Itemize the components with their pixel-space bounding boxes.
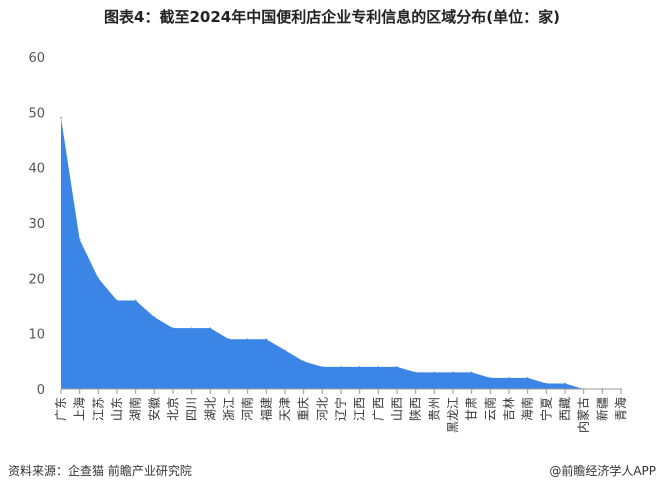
x-tick-label: 湖南 [128,397,143,421]
x-tick-label: 山东 [110,397,124,421]
y-tick-label: 10 [28,328,45,343]
data-point-西藏 [564,382,566,385]
data-point-河北 [321,366,324,368]
data-point-广西 [377,366,380,368]
data-point-甘肃 [470,371,473,374]
data-point-宁夏 [545,382,548,385]
x-tick-label: 浙江 [222,397,236,421]
x-tick-label: 云南 [482,397,497,421]
x-tick-label: 内蒙古 [576,397,591,433]
y-tick-label: 50 [28,106,45,121]
area-fill [61,117,621,390]
x-tick-label: 河南 [240,397,255,421]
x-tick-label: 甘肃 [465,397,479,421]
data-source-note: 资料来源：企查猫 前瞻产业研究院 [8,464,192,478]
data-point-黑龙江 [452,371,454,374]
data-point-江西 [358,366,361,368]
x-tick-label: 河北 [315,397,329,421]
x-tick-label: 海南 [520,397,535,421]
data-point-海南 [526,377,529,379]
y-axis: 0 10 20 30 40 50 60 [28,51,45,398]
data-point-天津 [284,349,286,352]
x-tick-label: 吉林 [502,397,516,421]
x-tick-label: 广西 [371,397,385,421]
y-tick-label: 30 [28,217,45,232]
x-tick-label: 山西 [390,397,404,421]
x-tick-label: 西藏 [558,397,572,421]
x-tick-label: 黑龙江 [446,397,460,433]
x-tick-label: 江西 [353,397,367,421]
data-point-江苏 [97,277,100,280]
data-point-浙江 [228,338,230,341]
x-tick-label: 重庆 [297,397,311,421]
x-axis: 广东 上海 江苏 山东 湖南 安徽 北京 四川 湖北 浙江 河南 福建 天津 重庆 河北 辽宁 江西 广西 山西 陕西… [54,388,628,433]
x-tick-label: 陕西 [408,397,423,421]
x-tick-label: 四川 [185,397,199,421]
y-tick-label: 40 [28,162,45,177]
area-chart: 0 10 20 30 40 50 60 广东 上海 江苏 山东 湖南 安徽 北京 四川 湖北 浙江 河南 福建 天津… [28,51,628,433]
data-point-福建 [265,338,268,341]
x-tick-label: 天津 [278,397,292,421]
data-point-四川 [190,327,193,329]
data-point-吉林 [508,377,510,379]
x-tick-label: 新疆 [594,397,609,421]
data-point-上海 [78,238,81,241]
x-tick-label: 宁夏 [538,397,553,421]
x-tick-label: 北京 [166,397,180,421]
data-point-陕西 [414,371,417,374]
data-point-湖南 [134,299,137,302]
x-tick-label: 安徽 [146,397,161,421]
y-tick-label: 60 [28,51,45,66]
data-point-安徽 [153,316,156,318]
x-tick-label: 上海 [72,397,87,421]
data-point-云南 [489,377,492,379]
area-series [60,117,622,390]
data-point-山东 [116,299,118,302]
x-tick-label: 青海 [613,397,628,421]
data-point-重庆 [302,360,305,363]
x-tick-label: 湖北 [202,397,217,421]
data-point-北京 [172,327,174,329]
x-tick-label: 广东 [54,397,68,421]
data-point-湖北 [209,327,212,329]
x-tick-label: 福建 [258,397,273,421]
x-tick-label: 贵州 [427,397,441,421]
brand-credit: @前瞻经济学人APP [549,464,656,478]
y-tick-label: 0 [37,383,45,398]
chart-title: 图表4：截至2024年中国便利店企业专利信息的区域分布(单位：家) [104,8,560,26]
x-tick-label: 辽宁 [333,397,348,421]
data-point-河南 [246,338,249,341]
data-point-辽宁 [340,366,342,368]
data-point-广东 [60,117,62,119]
data-point-贵州 [433,371,436,374]
y-tick-label: 20 [28,272,45,287]
data-point-山西 [396,366,398,368]
x-tick-label: 江苏 [91,397,105,421]
